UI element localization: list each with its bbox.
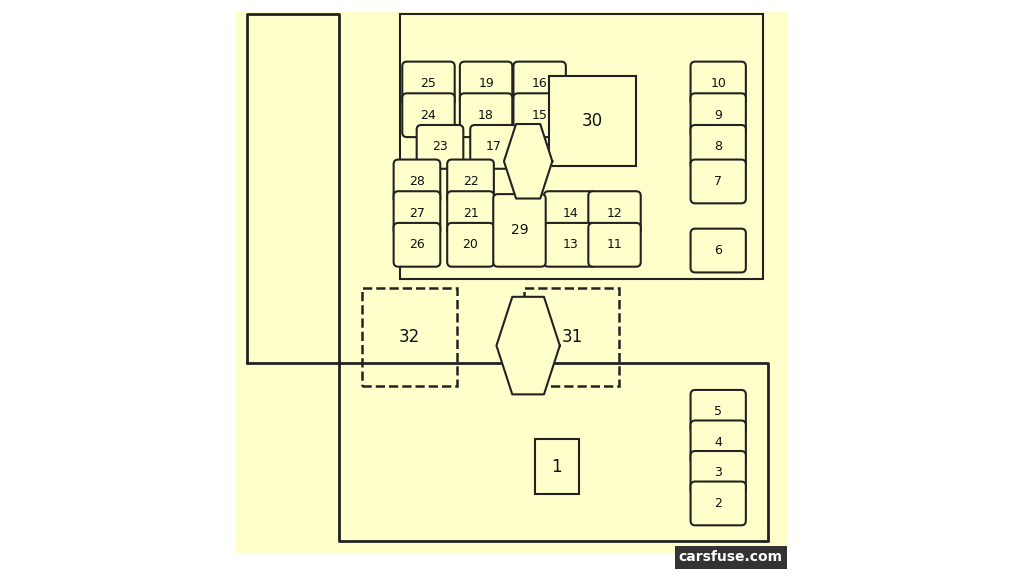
Bar [361,288,457,386]
Text: 25: 25 [421,77,436,90]
FancyBboxPatch shape [393,160,440,203]
Bar [399,14,763,279]
Text: 9: 9 [715,109,722,122]
Text: 22: 22 [463,175,478,188]
Text: 28: 28 [409,175,425,188]
Text: 1: 1 [552,457,562,476]
Text: 30: 30 [582,112,603,130]
FancyBboxPatch shape [393,191,440,235]
Text: 10: 10 [711,77,726,90]
FancyBboxPatch shape [589,223,641,267]
FancyBboxPatch shape [447,223,494,267]
FancyBboxPatch shape [690,390,745,434]
FancyBboxPatch shape [460,93,512,137]
FancyBboxPatch shape [690,93,745,137]
Bar [524,288,620,386]
Text: 14: 14 [562,207,579,219]
FancyBboxPatch shape [402,62,455,105]
Text: 12: 12 [606,207,623,219]
Text: 8: 8 [714,141,722,153]
FancyBboxPatch shape [402,93,455,137]
Text: 19: 19 [478,77,494,90]
Text: 32: 32 [398,328,420,346]
Text: 24: 24 [421,109,436,122]
FancyBboxPatch shape [544,191,596,235]
Text: 31: 31 [561,328,583,346]
Text: 18: 18 [478,109,494,122]
FancyBboxPatch shape [447,191,494,235]
Text: 7: 7 [714,175,722,188]
Text: 26: 26 [409,238,425,251]
FancyBboxPatch shape [236,12,788,553]
FancyBboxPatch shape [690,160,745,203]
FancyBboxPatch shape [544,223,596,267]
FancyBboxPatch shape [494,194,546,267]
FancyBboxPatch shape [690,62,745,105]
FancyBboxPatch shape [447,160,494,203]
Text: 27: 27 [409,207,425,219]
FancyBboxPatch shape [513,93,566,137]
FancyBboxPatch shape [690,125,745,169]
Text: 29: 29 [511,223,528,237]
FancyBboxPatch shape [550,77,636,166]
FancyBboxPatch shape [470,125,517,169]
Text: carsfuse.com: carsfuse.com [679,551,782,564]
FancyBboxPatch shape [690,482,745,525]
Text: 23: 23 [432,141,447,153]
Polygon shape [504,124,552,199]
FancyBboxPatch shape [690,420,745,464]
FancyBboxPatch shape [589,191,641,235]
Text: 4: 4 [715,436,722,449]
Polygon shape [497,297,560,395]
Text: 3: 3 [715,467,722,479]
Text: 11: 11 [606,238,623,251]
Text: 13: 13 [562,238,579,251]
Text: 15: 15 [531,109,548,122]
Text: 20: 20 [463,238,478,251]
FancyBboxPatch shape [460,62,512,105]
FancyBboxPatch shape [417,125,463,169]
Text: 6: 6 [715,244,722,257]
Text: 16: 16 [531,77,548,90]
FancyBboxPatch shape [536,439,579,494]
FancyBboxPatch shape [690,229,745,272]
Text: 21: 21 [463,207,478,219]
Text: 2: 2 [715,497,722,510]
FancyBboxPatch shape [513,62,566,105]
Text: 5: 5 [714,406,722,418]
FancyBboxPatch shape [690,451,745,495]
FancyBboxPatch shape [393,223,440,267]
Text: 17: 17 [485,141,502,153]
